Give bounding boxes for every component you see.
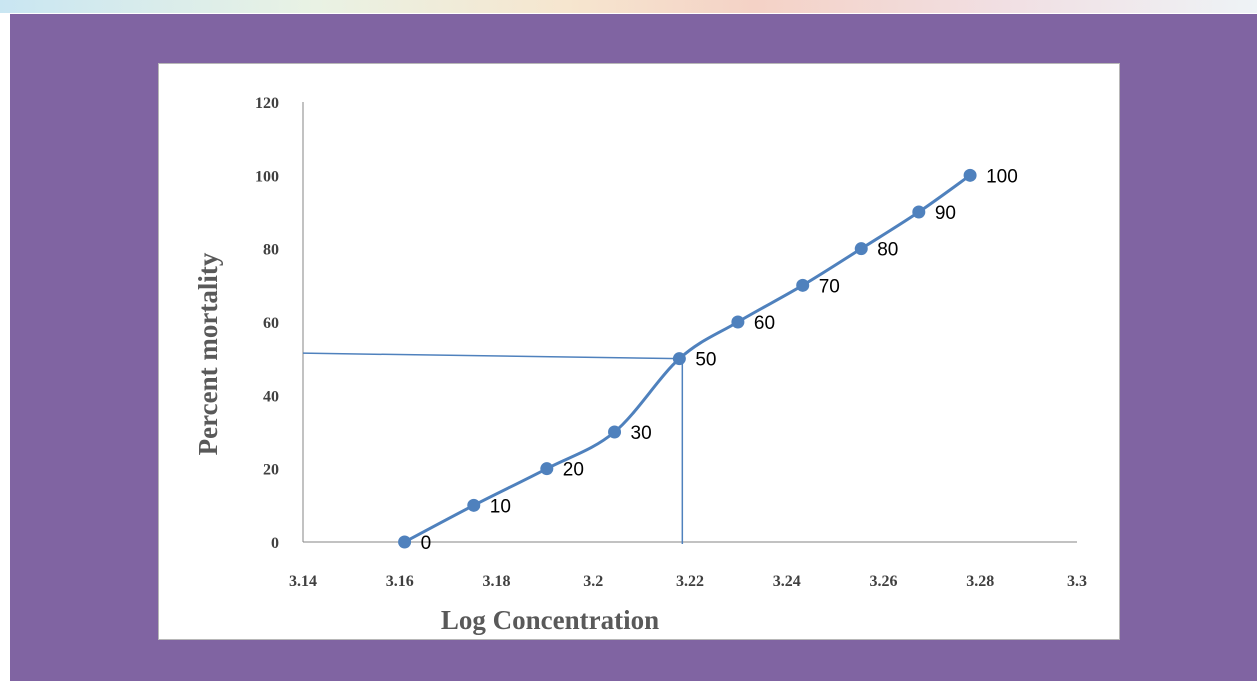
data-points <box>398 168 977 549</box>
x-tick-label: 3.3 <box>1067 573 1087 590</box>
y-tick-labels: 0 20 40 60 80 100 120 <box>255 95 279 552</box>
x-tick-label: 3.22 <box>676 573 704 590</box>
data-labels: 0 10 20 30 50 60 70 80 90 100 <box>421 166 1018 554</box>
x-tick-labels: 3.14 3.16 3.18 3.2 3.22 3.24 3.26 3.28 3.3 <box>289 573 1087 590</box>
data-label: 90 <box>935 203 956 224</box>
data-point <box>912 205 926 219</box>
data-label: 0 <box>421 533 432 554</box>
x-tick-label: 3.24 <box>773 573 801 590</box>
y-tick-label: 100 <box>255 168 279 185</box>
data-point <box>731 315 745 329</box>
y-tick-label: 60 <box>263 315 279 332</box>
y-tick-label: 20 <box>263 462 279 479</box>
y-tick-label: 0 <box>271 535 279 552</box>
data-label: 10 <box>490 496 511 517</box>
data-point <box>796 278 810 292</box>
x-tick-label: 3.18 <box>483 573 511 590</box>
data-label: 70 <box>819 276 840 297</box>
series-line <box>403 173 972 544</box>
y-axis-title: Percent mortality <box>193 252 223 455</box>
axes <box>302 102 1077 543</box>
data-label: 100 <box>986 166 1018 187</box>
x-axis-title: Log Concentration <box>441 605 659 635</box>
data-point <box>608 425 622 439</box>
x-tick-label: 3.26 <box>870 573 898 590</box>
horizontal-reference-line <box>302 352 680 360</box>
data-point <box>540 462 554 476</box>
x-tick-label: 3.16 <box>386 573 414 590</box>
data-point <box>398 535 412 549</box>
x-tick-label: 3.28 <box>966 573 994 590</box>
reference-lines <box>302 352 684 544</box>
data-point <box>467 498 481 512</box>
data-label: 30 <box>631 423 652 444</box>
data-label: 50 <box>695 350 716 371</box>
x-tick-label: 3.2 <box>583 573 603 590</box>
data-label: 60 <box>754 313 775 334</box>
y-tick-label: 40 <box>263 388 279 405</box>
data-point <box>963 168 977 182</box>
chart-area: 0 20 40 60 80 100 120 3.14 3.16 3.18 3.2 3.22 3.24 3… <box>158 63 1120 640</box>
data-point <box>672 352 686 366</box>
x-tick-label: 3.14 <box>289 573 317 590</box>
y-tick-label: 120 <box>255 95 279 112</box>
data-label: 20 <box>563 460 584 481</box>
data-label: 80 <box>877 240 898 261</box>
top-decorative-strip <box>0 0 1257 13</box>
data-point <box>854 242 868 256</box>
y-tick-label: 80 <box>263 242 279 259</box>
